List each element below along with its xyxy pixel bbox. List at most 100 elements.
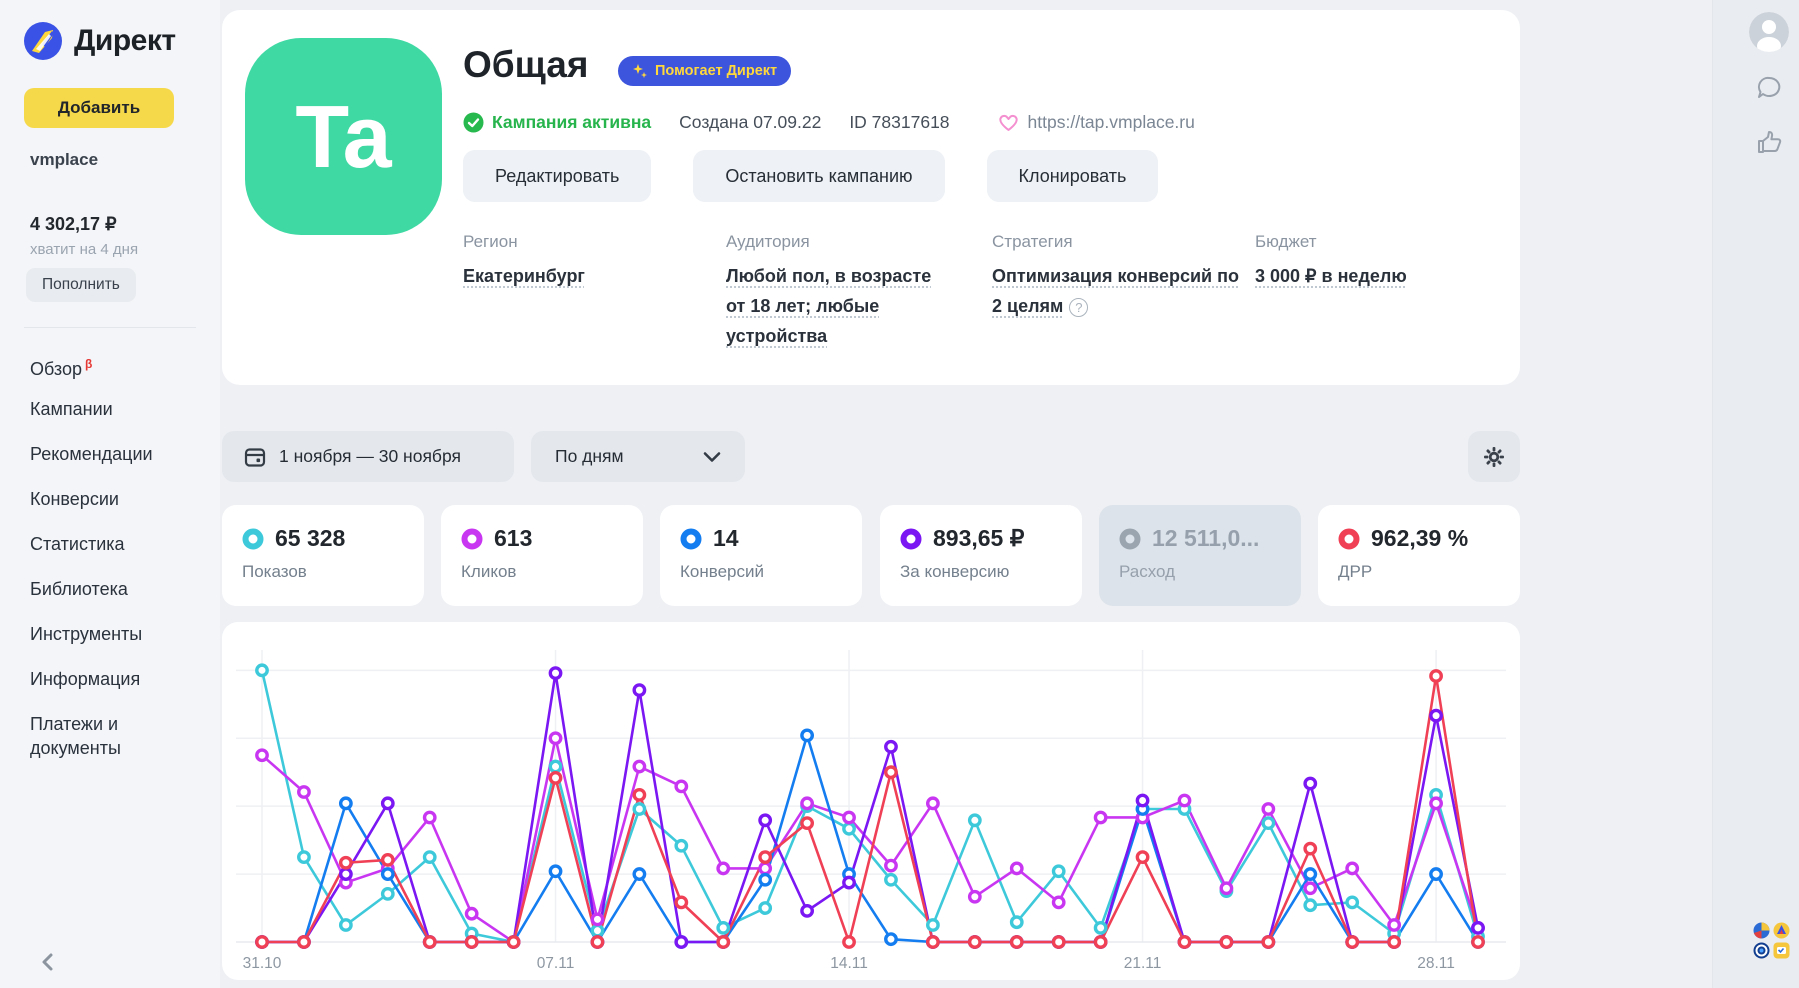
svg-text:28.11: 28.11 xyxy=(1417,955,1455,972)
user-avatar[interactable] xyxy=(1749,12,1789,52)
like-button[interactable] xyxy=(1755,128,1783,161)
sidebar-item-overview[interactable]: Обзор β xyxy=(30,352,190,381)
badge-label: Помогает Директ xyxy=(655,63,778,79)
metric-ring-icon xyxy=(1119,528,1141,549)
yandex-app-icon[interactable] xyxy=(1773,922,1790,939)
chat-bubble-icon xyxy=(1757,76,1781,98)
sidebar-item-payments[interactable]: Платежи и документы xyxy=(30,712,190,760)
right-rail xyxy=(1712,0,1799,988)
campaign-created-date: Создана 07.09.22 xyxy=(679,112,822,132)
heart-icon xyxy=(998,114,1018,131)
metrics-line-chart[interactable]: 31.10 07.11 14.11 21.11 28.11 xyxy=(222,622,1520,980)
campaign-actions: Редактировать Остановить кампанию Клонир… xyxy=(463,150,1159,202)
chevron-down-icon xyxy=(703,451,721,462)
metric-card-cost-per-conversion[interactable]: 893,65 ₽ За конверсию xyxy=(880,505,1082,606)
svg-text:21.11: 21.11 xyxy=(1124,955,1162,972)
metric-card-spend[interactable]: 12 511,0... Расход xyxy=(1099,505,1301,606)
metric-label: Кликов xyxy=(461,562,517,581)
metric-label: За конверсию xyxy=(900,562,1010,581)
sidebar-item-conversions[interactable]: Конверсии xyxy=(30,487,190,511)
balance-note: хватит на 4 дня xyxy=(30,241,139,258)
detail-label: Регион xyxy=(463,232,518,251)
sidebar-item-information[interactable]: Информация xyxy=(30,667,190,691)
logo-text: Директ xyxy=(74,24,176,57)
account-balance: 4 302,17 ₽ xyxy=(30,214,117,234)
metric-ring-icon xyxy=(1338,528,1360,549)
chart-settings-button[interactable] xyxy=(1468,431,1520,482)
detail-value[interactable]: Любой пол, в возрасте от 18 лет; любые у… xyxy=(726,266,932,346)
detail-label: Аудитория xyxy=(726,232,810,251)
metric-value: 962,39 % xyxy=(1371,525,1469,551)
beta-badge: β xyxy=(85,357,93,371)
date-range-picker[interactable]: 1 ноября — 30 ноября xyxy=(222,431,514,482)
thumbs-up-icon xyxy=(1758,131,1782,153)
url-text: https://tap.vmplace.ru xyxy=(1027,112,1195,132)
sidebar-item-label: Обзор xyxy=(30,359,82,379)
stop-campaign-button[interactable]: Остановить кампанию xyxy=(693,150,945,202)
topup-button[interactable]: Пополнить xyxy=(26,268,136,302)
chat-button[interactable] xyxy=(1755,74,1783,107)
campaign-avatar: Ta xyxy=(245,38,442,235)
metric-ring-icon xyxy=(242,528,264,549)
granularity-label: По дням xyxy=(555,446,624,466)
clone-button[interactable]: Клонировать xyxy=(986,150,1159,202)
account-name[interactable]: vmplace xyxy=(30,150,99,169)
sidebar-item-label: Платежи и документы xyxy=(30,714,121,758)
campaign-status-row: Кампания активна Создана 07.09.22 ID 783… xyxy=(463,112,1195,133)
help-icon[interactable]: ? xyxy=(1069,298,1089,318)
sidebar-item-label: Рекомендации xyxy=(30,444,153,464)
sidebar-item-recommendations[interactable]: Рекомендации xyxy=(30,442,190,466)
metric-label: ДРР xyxy=(1338,562,1373,581)
detail-region: Регион Екатеринбург xyxy=(463,232,663,291)
notes-app-icon[interactable] xyxy=(1773,942,1790,959)
metric-label: Показов xyxy=(242,562,307,581)
add-campaign-button[interactable]: Добавить xyxy=(24,88,174,128)
metric-value: 65 328 xyxy=(275,525,346,551)
sidebar: Директ Добавить vmplace 4 302,17 ₽ хвати… xyxy=(0,0,220,988)
sidebar-item-statistics[interactable]: Статистика xyxy=(30,532,190,556)
app-dock xyxy=(1753,922,1793,962)
metric-ring-icon xyxy=(900,528,922,549)
sidebar-item-label: Библиотека xyxy=(30,579,128,599)
detail-value[interactable]: Екатеринбург xyxy=(463,266,585,286)
sidebar-item-label: Статистика xyxy=(30,534,125,554)
metric-card-conversions[interactable]: 14 Конверсий xyxy=(660,505,862,606)
sidebar-item-tools[interactable]: Инструменты xyxy=(30,622,190,646)
edit-button[interactable]: Редактировать xyxy=(463,150,652,202)
pie-chart-app-icon[interactable] xyxy=(1753,922,1770,939)
metric-top: 12 511,0... xyxy=(1119,525,1281,552)
metric-card-impressions[interactable]: 65 328 Показов xyxy=(222,505,424,606)
granularity-select[interactable]: По дням xyxy=(531,431,745,482)
campaign-id: ID 78317618 xyxy=(849,112,950,132)
gear-icon xyxy=(1484,446,1504,467)
direct-helps-badge[interactable]: Помогает Директ xyxy=(618,56,792,86)
person-icon xyxy=(1749,12,1789,52)
metrics-chart-card: 31.10 07.11 14.11 21.11 28.11 xyxy=(222,622,1520,980)
status-label: Кампания активна xyxy=(492,112,652,132)
sidebar-item-label: Кампании xyxy=(30,399,113,419)
campaign-status: Кампания активна xyxy=(463,112,651,133)
campaign-url[interactable]: https://tap.vmplace.ru xyxy=(998,112,1195,133)
metric-top: 613 xyxy=(461,525,623,552)
app-logo[interactable]: Директ xyxy=(22,20,176,62)
sidebar-item-library[interactable]: Библиотека xyxy=(30,577,190,601)
metric-value: 14 xyxy=(713,525,739,551)
metric-top: 14 xyxy=(680,525,842,552)
metric-top: 962,39 % xyxy=(1338,525,1500,552)
sidebar-item-label: Информация xyxy=(30,669,141,689)
metric-value: 613 xyxy=(494,525,533,551)
collapse-sidebar-button[interactable] xyxy=(34,948,62,976)
metric-value: 893,65 ₽ xyxy=(933,525,1025,551)
metric-top: 65 328 xyxy=(242,525,404,552)
sidebar-item-campaigns[interactable]: Кампании xyxy=(30,397,190,421)
camera-app-icon[interactable] xyxy=(1753,942,1770,959)
metric-value: 12 511,0... xyxy=(1152,525,1260,551)
sidebar-item-label: Инструменты xyxy=(30,624,143,644)
metric-card-drr[interactable]: 962,39 % ДРР xyxy=(1318,505,1520,606)
detail-value[interactable]: Оптимизация конверсий по 2 целям xyxy=(992,266,1239,316)
calendar-icon xyxy=(244,447,266,467)
detail-value[interactable]: 3 000 ₽ в неделю xyxy=(1255,266,1407,286)
metric-card-clicks[interactable]: 613 Кликов xyxy=(441,505,643,606)
detail-audience: Аудитория Любой пол, в возрасте от 18 ле… xyxy=(726,232,948,351)
